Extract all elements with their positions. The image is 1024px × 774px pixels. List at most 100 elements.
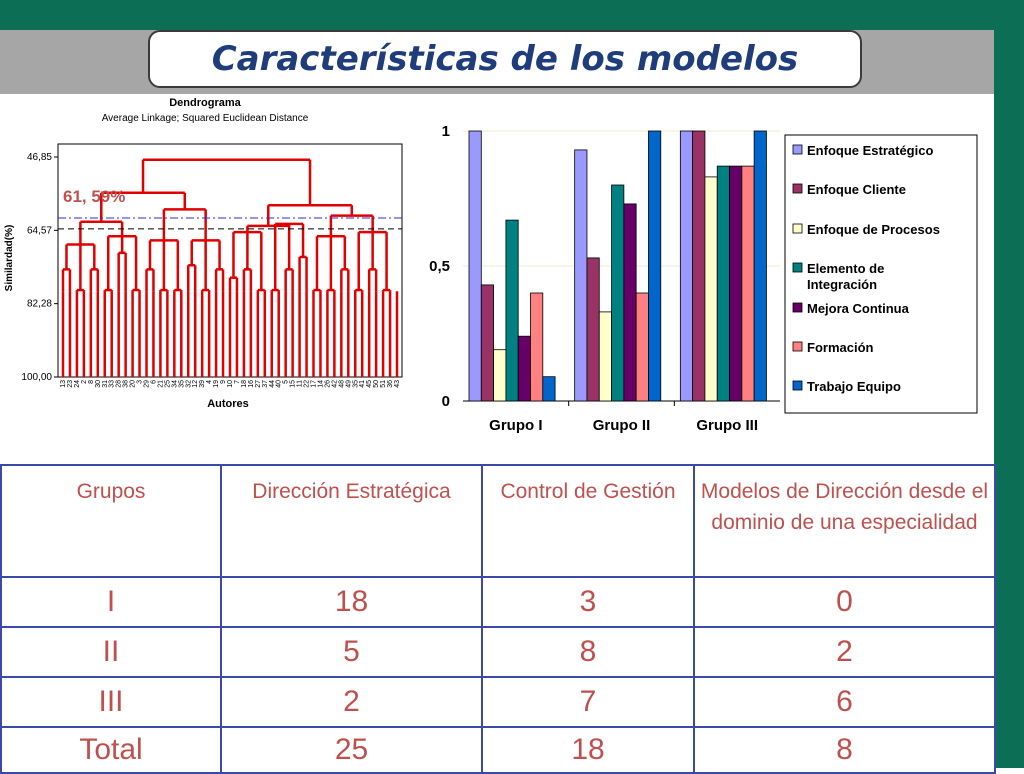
groups-table: Grupos Dirección Estratégica Control de … — [0, 464, 996, 774]
table-cell: 0 — [693, 576, 996, 628]
table-cell: I — [0, 576, 222, 628]
dendrogram-leaf-label: 18 — [241, 380, 248, 388]
dendrogram-leaf-label: 31 — [102, 380, 109, 388]
table-cell: III — [0, 676, 222, 728]
legend-label: Enfoque de Procesos — [807, 222, 940, 237]
dendrogram-leaf-label: 10 — [227, 380, 234, 388]
legend-label: Enfoque Estratégico — [807, 143, 933, 158]
bar-chart-category-label: Grupo III — [696, 417, 758, 434]
bar-chart-category-label: Grupo I — [489, 417, 542, 434]
table-cell: 8 — [481, 626, 695, 678]
dendrogram-leaf-label: 27 — [255, 380, 262, 388]
legend-swatch — [792, 262, 803, 273]
bar — [542, 376, 556, 402]
bar — [480, 284, 495, 402]
dendrogram-leaf-label: 37 — [262, 380, 269, 388]
dendrogram-x-axis-label: Autores — [207, 398, 249, 410]
header-control-gestion: Control de Gestión — [481, 464, 695, 578]
dendrogram-leaf-label: 11 — [297, 380, 304, 387]
dendrogram-leaf-label: 28 — [116, 380, 123, 388]
bar — [729, 165, 743, 402]
dendrogram-leaf-label: 20 — [130, 380, 137, 388]
dendrogram-leaf-label: 48 — [338, 380, 345, 388]
table-cell: 3 — [481, 576, 695, 628]
bar — [598, 311, 612, 402]
dendrogram-y-tick-label: 100,00 — [21, 372, 52, 383]
dendrogram-leaf-label: 33 — [109, 380, 116, 388]
dendrogram-leaf-label: 41 — [359, 380, 366, 388]
dendrogram-y-axis-label: Similardad(%) — [4, 225, 15, 292]
legend-label: Mejora Continua — [807, 301, 910, 316]
bar-chart-category-label: Grupo II — [593, 417, 651, 434]
dendrogram-leaf-label: 35 — [352, 380, 359, 388]
table-cell: 8 — [693, 726, 996, 774]
dendrogram-leaf-label: 9 — [220, 380, 227, 384]
bar — [704, 176, 718, 402]
legend-swatch — [792, 380, 803, 391]
bar — [468, 130, 482, 402]
bar — [635, 292, 649, 402]
dendrogram-leaf-label: 50 — [373, 380, 380, 388]
dendrogram-leaf-label: 8 — [88, 380, 95, 384]
table-cell: 2 — [220, 676, 483, 728]
header-grupos: Grupos — [0, 464, 222, 578]
bar-chart-y-tick-label: 0 — [442, 393, 450, 410]
legend-swatch — [792, 223, 803, 234]
dendrogram-leaf-label: 29 — [144, 380, 151, 388]
dendrogram-leaf-label: 26 — [324, 380, 331, 388]
bar — [586, 257, 600, 402]
dendrogram-subtitle: Average Linkage; Squared Euclidean Dista… — [102, 113, 309, 124]
dendrogram-leaf-label: 45 — [366, 380, 373, 388]
dendrogram-leaf-label: 30 — [95, 380, 102, 388]
dendrogram-leaf-label: 49 — [345, 380, 352, 388]
slide-title: Características de los modelos — [211, 39, 799, 79]
dendrogram-leaf-label: 3 — [137, 380, 144, 384]
bar — [741, 165, 755, 402]
bar — [611, 184, 625, 402]
dendrogram-leaf-label: 6 — [150, 380, 157, 384]
legend-swatch — [792, 183, 803, 194]
legend-label: Trabajo Equipo — [807, 379, 901, 394]
dendrogram-leaf-label: 19 — [213, 380, 220, 388]
bar — [574, 149, 588, 402]
legend-label: Enfoque Cliente — [807, 182, 906, 197]
bar-chart-legend — [784, 134, 978, 414]
table-cell: 6 — [693, 676, 996, 728]
dendrogram-y-tick-label: 46,85 — [27, 152, 52, 163]
header-direccion-estrategica: Dirección Estratégica — [220, 464, 483, 578]
dendrogram-y-tick-label: 64,57 — [27, 225, 52, 236]
dendrogram-leaf-label: 25 — [164, 380, 171, 388]
table-cell: 25 — [220, 726, 483, 774]
table-row: I 18 3 0 — [0, 576, 996, 628]
bar — [493, 349, 507, 402]
table-cell: Total — [0, 726, 222, 774]
table-row: II 5 8 2 — [0, 626, 996, 678]
table-header-row: Grupos Dirección Estratégica Control de … — [0, 464, 996, 578]
dendrogram-leaf-label: 51 — [380, 380, 387, 388]
header-modelos-direccion: Modelos de Dirección desde el dominio de… — [693, 464, 996, 578]
dendrogram-leaf-label: 7 — [234, 380, 241, 384]
table-cell: 18 — [481, 726, 695, 774]
top-frame-bar — [0, 0, 1024, 30]
dendrogram-leaf-label: 38 — [123, 380, 130, 388]
dendrogram-leaf-label: 22 — [304, 380, 311, 388]
table-row: III 2 7 6 — [0, 676, 996, 728]
table-cell: 2 — [693, 626, 996, 678]
dendrogram-leaf-label: 40 — [276, 380, 283, 388]
bar — [517, 335, 531, 402]
dendrogram-leaf-label: 15 — [290, 380, 297, 388]
dendrogram-chart: Dendrograma Average Linkage; Squared Eucl… — [4, 97, 403, 410]
table-row: Total 25 18 8 — [0, 726, 996, 774]
table-cell: 5 — [220, 626, 483, 678]
table-cell: II — [0, 626, 222, 678]
legend-swatch — [792, 302, 803, 313]
bar-chart-y-tick-label: 0,5 — [429, 258, 450, 275]
dendrogram-cut-annotation: 61, 59% — [63, 187, 125, 206]
dendrogram-leaf-label: 12 — [192, 380, 199, 388]
legend-label: Elemento de Integración — [807, 261, 884, 292]
dendrogram-leaf-label: 39 — [199, 380, 206, 388]
dendrogram-leaf-label: 17 — [311, 380, 318, 388]
title-box: Características de los modelos — [148, 30, 862, 88]
dendrogram-leaf-label: 4 — [206, 380, 213, 384]
dendrogram-leaf-label: 44 — [269, 380, 276, 388]
